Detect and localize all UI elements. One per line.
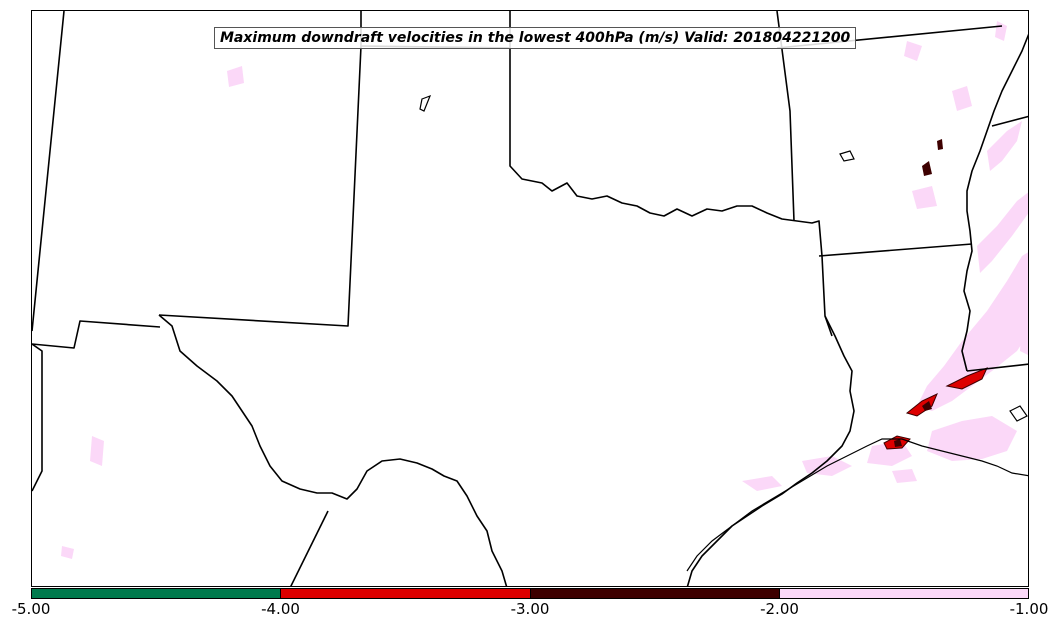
weak-downdraft-areas: [61, 21, 1028, 559]
louisiana-border: [824, 315, 1028, 372]
new-mexico-border: [32, 11, 161, 349]
map-canvas: [32, 11, 1028, 586]
colorbar-tick-label: -5.00: [11, 600, 51, 618]
weak-area-lower-mississippi: [917, 252, 1028, 411]
map-panel: Maximum downdraft velocities in the lowe…: [31, 10, 1029, 587]
colorbar-tick-label: -2.00: [760, 600, 799, 618]
colorbar-segment: [32, 589, 281, 598]
nm-west-border: [32, 343, 43, 492]
colorbar-tick-label: -4.00: [261, 600, 300, 618]
colorbar-segment: [280, 589, 530, 598]
colorbar-segment: [529, 589, 779, 598]
mexico-state-border: [290, 510, 329, 586]
colorbar: [31, 588, 1029, 599]
rio-grande-border: [158, 314, 508, 586]
map-title: Maximum downdraft velocities in the lowe…: [214, 27, 857, 49]
texas-border: [158, 45, 855, 586]
colorbar-segment: [778, 589, 1028, 598]
state-boundaries: [32, 11, 1028, 586]
colorbar-tick-label: -1.00: [1009, 600, 1049, 618]
colorbar-tick-labels: -5.00 -4.00 -3.00 -2.00 -1.00: [0, 600, 1060, 622]
mississippi-river: [961, 33, 1028, 372]
coastline: [419, 94, 1028, 572]
colorbar-tick-label: -3.00: [510, 600, 550, 618]
